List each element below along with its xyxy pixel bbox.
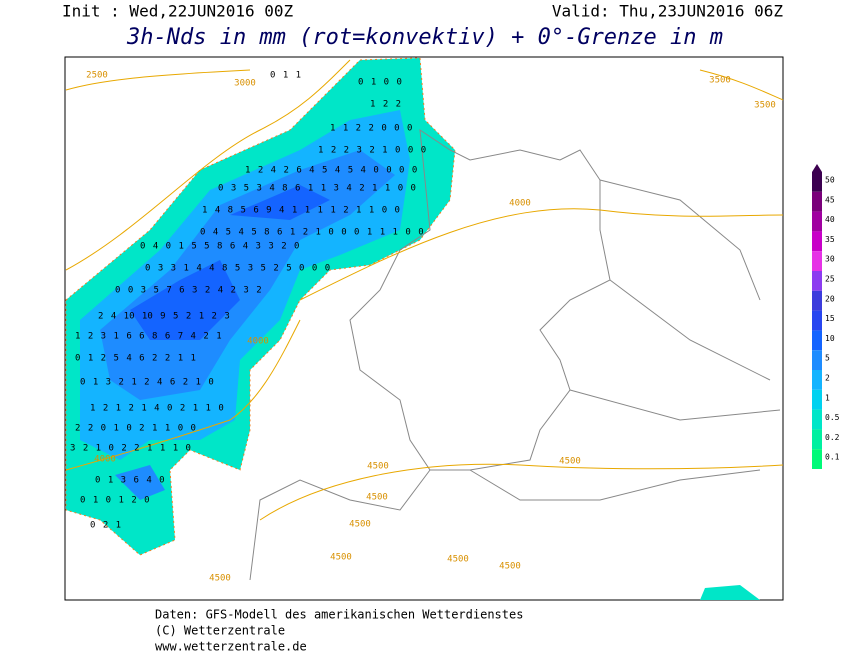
precip-values: 0 3 3 1 4 4 8 5 3 5 2 5 0 0 0 — [145, 264, 330, 274]
colorbar-label: 10 — [825, 334, 835, 343]
precip-values: 1 2 4 2 6 4 5 4 5 4 0 0 0 0 — [245, 166, 417, 176]
precip-values: 1 4 8 5 6 9 4 1 1 1 1 2 1 1 0 0 — [202, 206, 400, 216]
colorbar-cell — [812, 409, 822, 430]
contour-label: 4000 — [247, 337, 269, 347]
precip-values: 0 0 3 5 7 6 3 2 4 2 3 2 — [115, 286, 262, 296]
colorbar-cell — [812, 271, 822, 291]
colorbar-cell — [812, 251, 822, 271]
precip-values: 3 2 1 0 2 2 1 1 1 0 — [70, 444, 191, 454]
contour-label: 3500 — [709, 76, 731, 86]
colorbar-tip — [812, 164, 822, 172]
contour-label: 4500 — [209, 574, 231, 584]
colorbar-cell — [812, 290, 822, 311]
precip-values: 0 4 0 1 5 5 8 6 4 3 3 2 0 — [140, 242, 299, 252]
colorbar-label: 15 — [825, 314, 835, 323]
contour-label: 3500 — [754, 101, 776, 111]
precip-values: 1 1 2 2 0 0 0 — [330, 124, 412, 134]
colorbar-label: 5 — [825, 354, 830, 363]
colorbar-label: 35 — [825, 235, 835, 244]
contour-label: 4500 — [349, 520, 371, 530]
valid-time: Valid: Thu,23JUN2016 06Z — [552, 2, 784, 21]
colorbar-label: 2 — [825, 374, 830, 383]
colorbar-cell — [812, 191, 822, 212]
colorbar-label: 45 — [825, 195, 835, 204]
colorbar-label: 50 — [825, 176, 835, 185]
footer-line: Daten: GFS-Modell des amerikanischen Wet… — [155, 608, 523, 622]
precip-values: 0 1 2 5 4 6 2 2 1 1 — [75, 354, 196, 364]
precip-values: 0 1 0 1 2 0 — [80, 496, 150, 506]
precip-values: 0 4 5 4 5 8 6 1 2 1 0 0 0 1 1 1 0 0 — [200, 228, 424, 238]
footer-line: (C) Wetterzentrale — [155, 624, 285, 638]
colorbar-label: 25 — [825, 275, 835, 284]
map-title: 3h-Nds in mm (rot=konvektiv) + 0°-Grenze… — [126, 25, 723, 50]
contour-label: 2500 — [86, 71, 108, 81]
colorbar-label: 1 — [825, 393, 830, 402]
init-time: Init : Wed,22JUN2016 00Z — [62, 2, 294, 21]
contour-label: 4500 — [447, 555, 469, 565]
colorbar-cell — [812, 449, 822, 469]
colorbar-cell — [812, 231, 822, 252]
contour-label: 4500 — [499, 562, 521, 572]
colorbar-label: 0.1 — [825, 453, 840, 462]
precip-values: 0 2 1 — [90, 521, 121, 531]
colorbar-label: 0.5 — [825, 413, 840, 422]
contour-label: 4500 — [367, 462, 389, 472]
precip-values: 0 3 5 3 4 8 6 1 1 3 4 2 1 1 0 0 — [218, 184, 416, 194]
precip-values: 0 1 3 6 4 0 — [95, 476, 165, 486]
colorbar-cell — [812, 310, 822, 331]
precip-values: 1 2 1 2 1 4 0 2 1 1 0 — [90, 404, 224, 414]
contour-label: 4500 — [366, 493, 388, 503]
precip-values: 2 2 0 1 0 2 1 1 0 0 — [75, 424, 196, 434]
colorbar-cell — [812, 211, 822, 232]
colorbar-cell — [812, 330, 822, 351]
precip-values: 1 2 3 1 6 6 8 6 7 4 2 1 — [75, 332, 222, 342]
footer-line: www.wetterzentrale.de — [155, 640, 307, 654]
precip-values: 1 2 2 3 2 1 0 0 0 — [318, 146, 426, 156]
colorbar-label: 0.2 — [825, 433, 840, 442]
precip-area — [65, 57, 760, 600]
borders — [249, 128, 781, 581]
contour-label: 3000 — [234, 79, 256, 89]
contour-label: 4000 — [509, 199, 531, 209]
colorbar-cell — [812, 429, 822, 450]
colorbar-cell — [812, 389, 822, 410]
precip-values: 1 2 2 — [370, 100, 401, 110]
contour-label: 4500 — [330, 553, 352, 563]
colorbar-label: 20 — [825, 294, 835, 303]
colorbar-label: 40 — [825, 215, 835, 224]
precip-values: 2 4 10 10 9 5 2 1 2 3 — [98, 312, 230, 322]
freezing-level-contours — [65, 59, 784, 521]
precip-values: 0 1 0 0 — [358, 78, 402, 88]
colorbar-label: 30 — [825, 255, 835, 264]
contour-label: 4000 — [94, 455, 116, 465]
colorbar-cell — [812, 350, 822, 370]
colorbar-cell — [812, 172, 822, 192]
precip-values: 0 1 3 2 1 2 4 6 2 1 0 — [80, 378, 214, 388]
contour-label: 4500 — [559, 457, 581, 467]
colorbar-cell — [812, 370, 822, 390]
precip-values: 0 1 1 — [270, 71, 301, 81]
